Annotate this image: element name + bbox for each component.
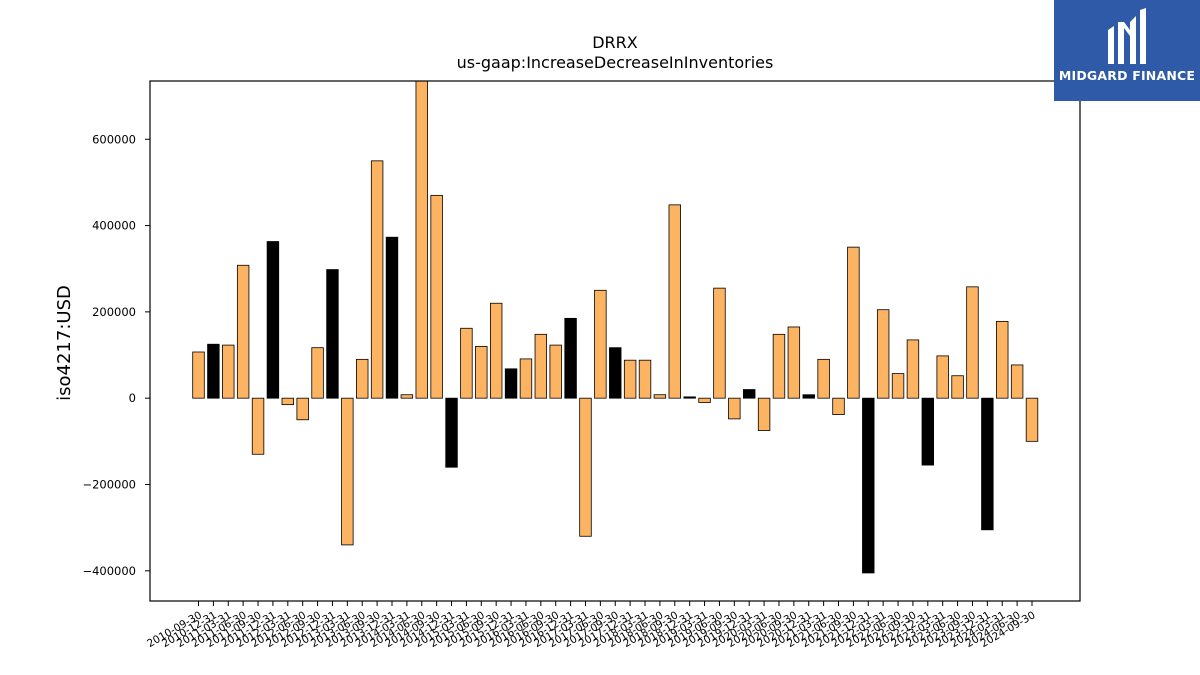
- plot-frame: [149, 80, 1081, 602]
- bar-2010-12-31: [207, 343, 220, 399]
- logo-text: MIDGARD FINANCE: [1058, 68, 1196, 83]
- bar-2014-09-30: [430, 194, 443, 399]
- y-axis-label: iso4217:USD: [54, 285, 75, 401]
- bar-2016-09-30: [549, 344, 562, 399]
- y-tick-label: 400000: [92, 219, 136, 233]
- bar-2020-12-31: [802, 394, 815, 399]
- bar-2023-06-30: [951, 375, 964, 399]
- bar-2018-09-30: [668, 204, 681, 399]
- bar-2010-09-30: [192, 351, 205, 399]
- bar-2020-06-30: [772, 333, 786, 399]
- y-tick-label: 600000: [92, 132, 136, 146]
- y-tick-label: −200000: [82, 477, 136, 491]
- y-tick-label: 0: [129, 391, 136, 405]
- bar-2012-09-30: [311, 347, 324, 399]
- bar-2021-06-30: [832, 397, 845, 415]
- bar-2018-03-31: [638, 359, 652, 399]
- bar-2016-12-31: [564, 317, 577, 399]
- bar-2021-03-31: [817, 358, 830, 399]
- bar-2022-03-31: [876, 309, 890, 399]
- bar-2013-06-30: [356, 358, 369, 399]
- bar-2017-09-30: [609, 347, 622, 399]
- bar-2020-03-31: [757, 397, 771, 431]
- bar-2012-03-31: [281, 397, 295, 406]
- bar-2019-09-30: [728, 397, 741, 420]
- bar-2023-12-31: [981, 397, 994, 531]
- bar-2013-12-31: [385, 236, 399, 399]
- bar-2023-03-31: [936, 355, 949, 399]
- bar-2024-06-30: [1010, 364, 1024, 399]
- bar-2011-03-31: [222, 344, 235, 399]
- bar-2018-12-31: [683, 396, 696, 399]
- bar-2015-03-31: [460, 327, 473, 399]
- bar-2011-09-30: [251, 397, 265, 455]
- bar-2017-03-31: [579, 397, 592, 537]
- bar-2014-06-30: [415, 80, 428, 399]
- bar-2015-06-30: [475, 345, 488, 399]
- bar-2019-12-31: [743, 389, 756, 399]
- chart-subtitle: us-gaap:IncreaseDecreaseInInventories: [457, 53, 774, 72]
- bar-2020-09-30: [787, 326, 801, 399]
- bar-2019-06-30: [713, 287, 726, 399]
- bar-2014-03-31: [400, 394, 414, 399]
- midgard-logo-icon: [1108, 8, 1146, 64]
- bar-2015-09-30: [489, 302, 503, 399]
- bar-2024-09-30: [1025, 397, 1039, 442]
- bar-2011-06-30: [236, 264, 250, 399]
- brand-logo: MIDGARD FINANCE: [1054, 0, 1200, 101]
- bar-2021-12-31: [862, 397, 875, 574]
- chart-title: DRRX: [592, 33, 638, 52]
- bar-2013-09-30: [370, 160, 384, 399]
- bar-2023-09-30: [966, 286, 979, 399]
- bar-2015-12-31: [504, 368, 518, 399]
- bar-2016-03-31: [519, 358, 533, 399]
- bar-2011-12-31: [266, 241, 280, 399]
- bar-2022-06-30: [891, 373, 905, 399]
- bar-2013-03-31: [341, 397, 354, 546]
- bar-2022-09-30: [906, 339, 920, 399]
- bar-2024-03-31: [996, 320, 1009, 399]
- bar-2016-06-30: [534, 333, 548, 399]
- bar-2012-06-30: [296, 397, 309, 421]
- bar-2021-09-30: [847, 246, 860, 399]
- bar-2019-03-31: [698, 397, 711, 403]
- bar-2022-12-31: [921, 397, 935, 466]
- y-tick-label: 200000: [92, 305, 136, 319]
- bar-2018-06-30: [653, 394, 667, 399]
- bar-2017-12-31: [623, 359, 637, 399]
- bar-2017-06-30: [594, 289, 607, 399]
- bar-2012-12-31: [326, 269, 339, 399]
- bar-2014-12-31: [445, 397, 458, 468]
- y-tick-label: −400000: [82, 564, 136, 578]
